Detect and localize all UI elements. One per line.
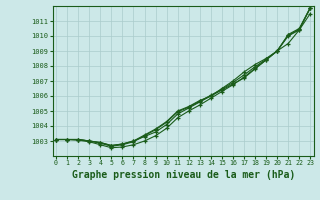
X-axis label: Graphe pression niveau de la mer (hPa): Graphe pression niveau de la mer (hPa) — [72, 170, 295, 180]
